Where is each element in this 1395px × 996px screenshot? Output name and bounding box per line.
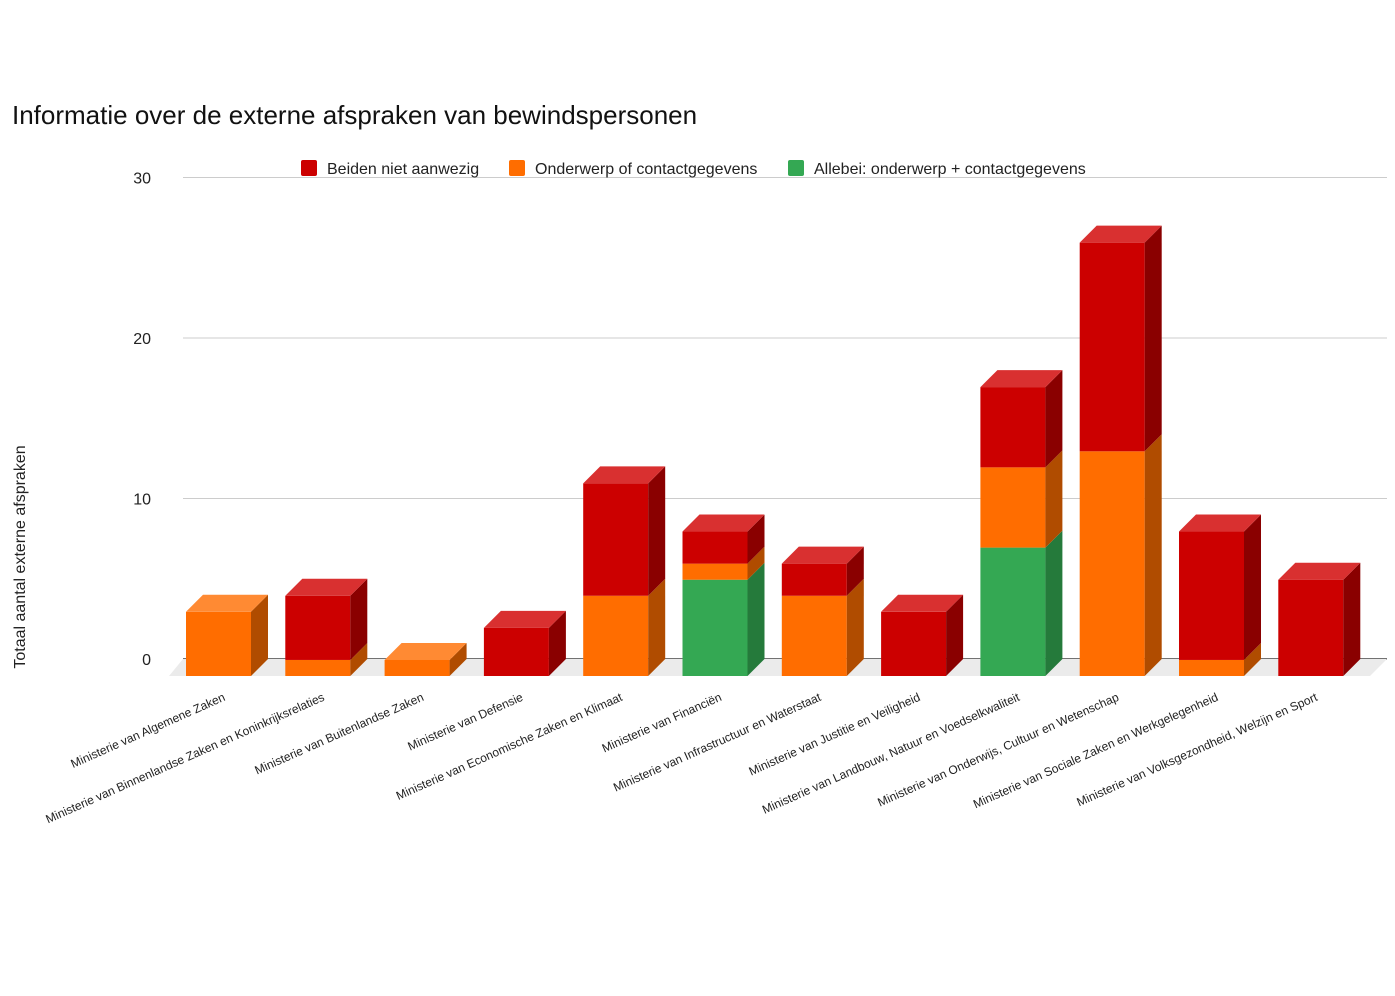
y-axis-title: Totaal aantal externe afspraken	[12, 445, 29, 668]
bar-top	[285, 578, 368, 596]
legend-swatch	[788, 160, 804, 176]
bar-segment	[781, 578, 864, 676]
bar-front	[186, 611, 251, 676]
bar-front	[1179, 531, 1244, 660]
bar-segment	[1179, 514, 1261, 660]
legend-item: Onderwerp of contactgegevens	[509, 160, 757, 178]
bar-segment	[186, 594, 268, 676]
bar-top	[1079, 225, 1162, 243]
bar-side	[1244, 642, 1261, 676]
bar-segment	[980, 450, 1063, 548]
bar-segment	[1278, 562, 1361, 676]
bar-side	[1244, 514, 1261, 660]
bar-side	[846, 546, 864, 596]
legend-label: Onderwerp of contactgegevens	[535, 161, 757, 178]
bar-front	[1278, 579, 1344, 676]
legend-swatch	[301, 160, 317, 176]
bar-side	[1045, 450, 1063, 548]
bar-segment	[980, 370, 1063, 468]
bar-segment	[285, 578, 368, 660]
bar-top	[384, 642, 467, 660]
bar-top	[583, 466, 666, 484]
bar-segment	[980, 530, 1063, 676]
bar-front	[682, 531, 748, 564]
bar-segment	[781, 546, 864, 596]
bar-front	[682, 563, 748, 580]
bar-front	[980, 547, 1046, 676]
x-tick-label: Ministerie van Buitenlandse Zaken	[253, 690, 426, 777]
bar-segment	[583, 466, 666, 596]
bar-side	[846, 578, 864, 676]
y-tick-label: 30	[133, 171, 151, 188]
bar-segment	[1179, 642, 1261, 676]
bar-front	[583, 483, 649, 596]
bar-side	[648, 466, 666, 596]
bar-top	[186, 594, 268, 612]
bar-side	[747, 514, 765, 564]
bar-front	[781, 595, 847, 676]
bar-side	[1144, 434, 1162, 676]
bar-front	[881, 611, 947, 676]
bar-top	[781, 546, 864, 564]
bar-side	[251, 594, 268, 676]
bar-side	[449, 642, 467, 676]
bar-top	[682, 514, 765, 532]
bar-side	[548, 610, 566, 676]
bar-top	[483, 610, 566, 628]
bar-segment	[682, 546, 765, 580]
bar-front	[483, 627, 549, 676]
bar-top	[1278, 562, 1361, 580]
bar-front	[285, 595, 351, 660]
bar-segment	[483, 610, 566, 676]
chart-title: Informatie over de externe afspraken van…	[12, 100, 698, 130]
bar-segment	[881, 594, 964, 676]
bar-side	[1144, 225, 1162, 452]
bar-side	[1045, 370, 1063, 468]
bar-side	[946, 594, 964, 676]
bar-segment	[285, 642, 368, 676]
legend-item: Beiden niet aanwezig	[301, 160, 479, 178]
bar-segment	[583, 578, 666, 676]
y-tick-label: 0	[142, 652, 151, 669]
bar-side	[1343, 562, 1361, 676]
bar-front	[980, 467, 1046, 548]
bar-front	[285, 659, 351, 676]
bar-front	[1179, 659, 1244, 676]
y-tick-label: 20	[133, 331, 151, 348]
legend: Beiden niet aanwezig Onderwerp of contact…	[301, 160, 1086, 178]
bar-segment	[682, 562, 765, 676]
bar-side	[350, 578, 368, 660]
legend-item: Allebei: onderwerp + contactgegevens	[788, 160, 1086, 178]
y-axis-ticks: 0 10 20 30	[133, 171, 151, 670]
bar-front	[1079, 451, 1145, 676]
bar-segment	[384, 642, 467, 676]
bars	[186, 225, 1361, 676]
bar-segment	[1079, 225, 1162, 452]
bar-front	[583, 595, 649, 676]
x-tick-label: Ministerie van Justitie en Veiligheid	[747, 690, 923, 778]
bar-front	[384, 659, 450, 676]
legend-swatch	[509, 160, 525, 176]
bar-segment	[682, 514, 765, 564]
bar-segment	[1079, 434, 1162, 676]
y-tick-label: 10	[133, 492, 151, 509]
bar-side	[747, 546, 765, 580]
bar-front	[980, 387, 1046, 468]
bar-side	[747, 562, 765, 676]
x-tick-label: Ministerie van Algemene Zaken	[69, 690, 228, 771]
bar-top	[881, 594, 964, 612]
bar-side	[350, 642, 368, 676]
bar-side	[648, 578, 666, 676]
legend-label: Allebei: onderwerp + contactgegevens	[814, 161, 1086, 178]
bar-front	[682, 579, 748, 676]
bar-top	[980, 370, 1063, 388]
bar-side	[1045, 530, 1063, 676]
bar-front	[781, 563, 847, 596]
bar-top	[1179, 514, 1261, 532]
legend-label: Beiden niet aanwezig	[327, 161, 479, 178]
bar-front	[1079, 242, 1145, 452]
x-axis-labels: Ministerie van Algemene Zaken Ministerie …	[44, 690, 1321, 827]
